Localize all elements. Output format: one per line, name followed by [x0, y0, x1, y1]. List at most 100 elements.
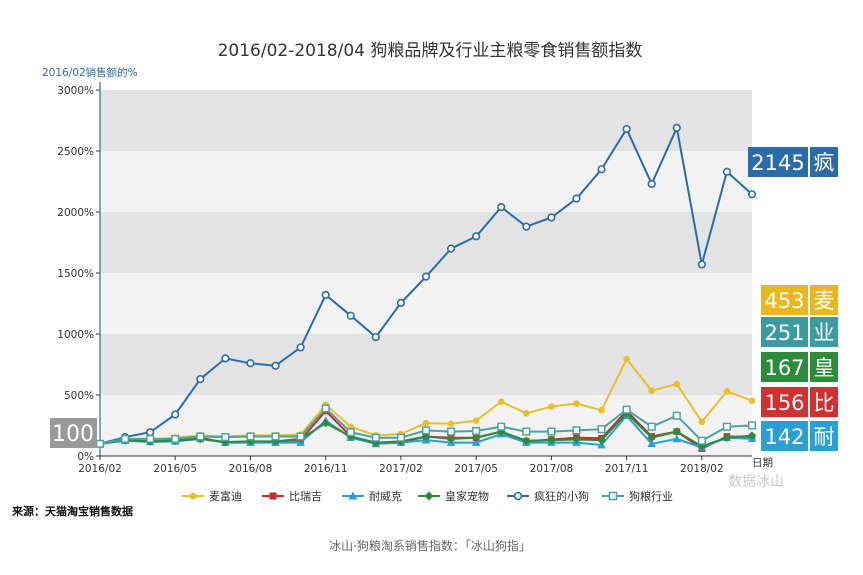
y-tick-label: 3000% [57, 85, 94, 97]
grid-band [100, 273, 752, 334]
data-point [422, 419, 430, 427]
data-point [747, 421, 757, 430]
data-point [522, 436, 531, 446]
data-point [421, 426, 431, 435]
legend-item: 比瑞吉 [262, 489, 322, 503]
data-point [597, 435, 606, 445]
data-point [446, 244, 456, 253]
data-point [673, 380, 681, 388]
data-point [572, 194, 581, 203]
legend-label: 狗粮行业 [629, 489, 673, 503]
end-label-char: 皇 [814, 356, 835, 380]
end-label: 142 耐 [761, 421, 838, 451]
data-point [371, 332, 380, 342]
data-point [321, 418, 330, 428]
chart-title: 2016/02-2018/04 狗粮品牌及行业主粮零食销售额指数 [218, 41, 643, 61]
end-label-char-box [810, 387, 838, 417]
end-label-value-box [748, 147, 808, 177]
end-label-value-box [761, 352, 808, 382]
end-label-char-box [810, 421, 838, 451]
y-tick-label: 2500% [57, 146, 94, 158]
data-point [271, 432, 280, 441]
end-label-value-box [761, 317, 808, 347]
data-point [321, 290, 330, 300]
grid-band [100, 151, 752, 212]
legend-item: 疯狂的小狗 [507, 489, 589, 503]
data-point [598, 406, 605, 414]
data-point [573, 400, 580, 407]
legend-item: 麦富迪 [182, 489, 242, 503]
end-label-char: 疯 [814, 151, 835, 175]
source-note: 来源：天猫淘宝销售数据 [11, 504, 133, 518]
legend-label: 比瑞吉 [289, 489, 322, 503]
legend-label: 皇家宠物 [445, 489, 489, 503]
data-point [447, 427, 456, 436]
end-label-value: 156 [764, 391, 804, 415]
legend-marker [608, 491, 618, 501]
data-point [296, 432, 305, 441]
legend-label: 疯狂的小狗 [534, 489, 589, 503]
end-label: 453 麦 [761, 285, 838, 315]
legend-marker [189, 492, 197, 500]
y-tick-label: 2000% [57, 207, 94, 219]
data-point [146, 434, 155, 443]
data-point [722, 433, 732, 442]
data-point [346, 311, 355, 320]
x-tick-label: 2018/02 [680, 463, 724, 475]
end-label-value: 251 [764, 321, 804, 345]
x-ticks: 2016/02 2016/05 2016/08 2016/11 2017/02 2017/… [78, 456, 724, 475]
caption: 冰山·狗粮淘系销售指数：「冰山狗指」 [329, 538, 531, 553]
data-point [647, 439, 656, 448]
end-label-char-box [810, 317, 838, 347]
y-axis-label: 2016/02销售额的% [42, 66, 138, 79]
data-point [672, 123, 681, 132]
data-point [697, 436, 706, 445]
grid-band [100, 212, 752, 273]
data-point [672, 434, 682, 443]
legend-marker [424, 491, 434, 501]
x-tick-label: 2016/05 [153, 463, 197, 475]
legend-item: 狗粮行业 [602, 489, 673, 503]
data-point [447, 420, 455, 427]
end-labels: 2145 疯 453 麦 251 业 167 皇 156 比 142 耐 [748, 147, 838, 451]
data-point [597, 425, 606, 434]
data-point [548, 403, 555, 410]
y-tick-label: 500% [64, 390, 94, 402]
x-tick-label: 2016/02 [78, 463, 122, 475]
end-label-value-box [761, 421, 808, 451]
data-point [121, 434, 130, 443]
grid-band [100, 90, 752, 151]
legend-marker [269, 492, 277, 500]
end-label-char: 业 [814, 321, 835, 345]
end-label-value-box [761, 285, 808, 315]
x-tick-label: 2017/02 [379, 463, 423, 475]
data-point [346, 428, 355, 437]
legend-marker [348, 491, 358, 500]
data-point [371, 433, 380, 442]
x-tick-label: 2016/11 [304, 463, 348, 475]
start-label-value: 100 [52, 422, 94, 447]
data-point [723, 388, 731, 395]
data-point [547, 213, 556, 222]
data-point [497, 422, 506, 431]
end-label-char: 比 [814, 391, 835, 415]
end-label-value: 2145 [751, 151, 804, 175]
data-point [597, 165, 606, 174]
x-tick-label: 2016/08 [229, 463, 273, 475]
data-point [421, 432, 431, 441]
y-tick-label: 1000% [57, 329, 94, 341]
legend: 麦富迪 比瑞吉 耐威克 皇家宠物 疯狂的小狗 狗粮行业 [182, 489, 673, 503]
data-point [647, 433, 656, 442]
data-point [547, 435, 556, 445]
end-label-value: 142 [764, 425, 804, 449]
data-point [296, 343, 305, 352]
data-point [722, 422, 731, 431]
data-point [472, 232, 481, 241]
data-point [747, 431, 757, 440]
x-tick-label: 2017/08 [530, 463, 574, 475]
data-point [95, 439, 105, 448]
grid-band [100, 334, 752, 395]
end-label-value-box [761, 387, 808, 417]
end-label-char-box [810, 285, 838, 315]
